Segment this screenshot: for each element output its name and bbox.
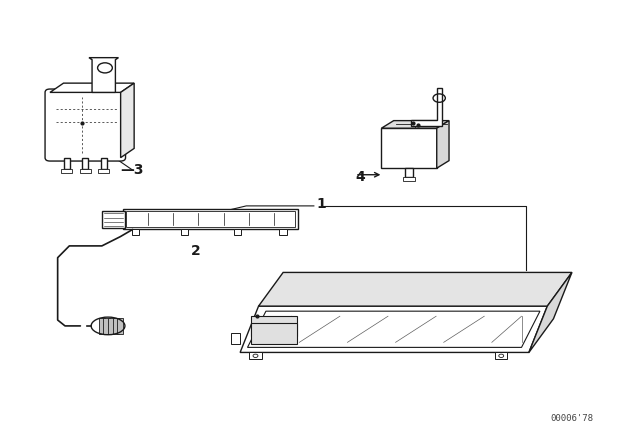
Polygon shape (117, 318, 124, 334)
Polygon shape (99, 318, 105, 334)
Bar (100, 158, 107, 169)
Bar (231, 333, 240, 344)
Bar (127, 211, 296, 228)
Polygon shape (436, 121, 449, 168)
Text: 2: 2 (191, 244, 201, 258)
Polygon shape (108, 318, 114, 334)
Bar (124, 209, 298, 229)
FancyBboxPatch shape (45, 89, 125, 161)
Bar (405, 168, 413, 177)
Polygon shape (50, 83, 134, 92)
Polygon shape (89, 58, 118, 92)
Text: 00006'78: 00006'78 (550, 414, 593, 423)
Polygon shape (259, 272, 572, 306)
Bar (181, 229, 188, 235)
Bar (80, 168, 91, 173)
Polygon shape (240, 306, 547, 353)
Text: 4: 4 (356, 170, 365, 184)
Bar (251, 316, 297, 336)
Text: 1: 1 (317, 197, 326, 211)
Polygon shape (381, 121, 449, 128)
Bar (403, 177, 415, 181)
FancyBboxPatch shape (381, 128, 436, 168)
Polygon shape (411, 88, 442, 126)
Bar (64, 158, 70, 169)
Bar (61, 168, 72, 173)
Text: —3: —3 (120, 163, 144, 177)
Polygon shape (120, 83, 134, 158)
Bar (82, 158, 88, 169)
Bar (495, 353, 508, 359)
Polygon shape (113, 318, 119, 334)
Polygon shape (104, 318, 109, 334)
Bar (280, 229, 287, 235)
Bar (102, 211, 125, 228)
Polygon shape (248, 311, 540, 347)
Bar (98, 168, 109, 173)
Polygon shape (529, 272, 572, 353)
Bar (250, 353, 262, 359)
Bar (251, 323, 297, 344)
Bar (132, 229, 140, 235)
Bar (234, 229, 241, 235)
